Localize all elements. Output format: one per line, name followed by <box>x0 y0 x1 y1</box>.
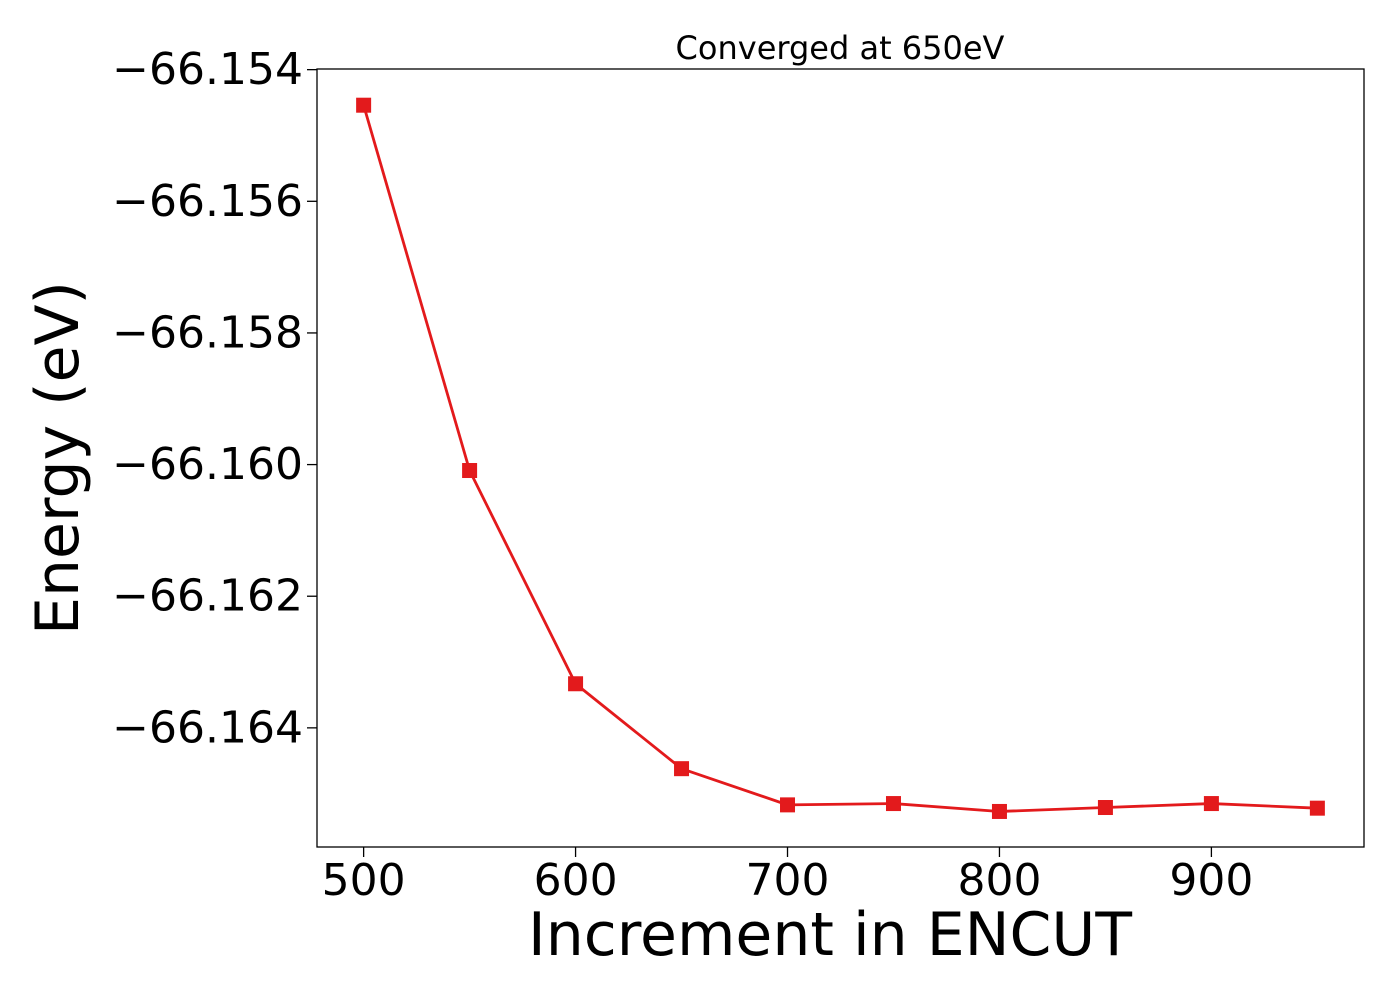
y-axis-label: Energy (eV) <box>23 281 93 635</box>
x-tick-label: 800 <box>957 855 1041 906</box>
series-line <box>362 104 1318 813</box>
y-tick-label: −66.158 <box>112 307 303 358</box>
y-tick-label: −66.154 <box>112 44 303 95</box>
y-tick-label: −66.162 <box>112 571 303 622</box>
x-tick-label: 700 <box>746 855 830 906</box>
data-point-marker <box>674 761 690 777</box>
data-point-marker <box>568 676 584 692</box>
y-tick-label: −66.156 <box>112 176 303 227</box>
data-point-marker <box>780 797 796 813</box>
data-point-marker <box>1309 800 1325 816</box>
data-point-marker <box>991 803 1007 819</box>
data-point-marker <box>462 463 478 479</box>
data-point-marker <box>885 796 901 812</box>
x-tick-label: 500 <box>322 855 406 906</box>
x-tick-label: 600 <box>534 855 618 906</box>
plot-area-frame <box>316 68 1365 848</box>
y-axis-ticks: −66.154 −66.156 −66.158 −66.160 −66.162 −66.1… <box>112 44 317 753</box>
data-point-marker <box>1097 800 1113 816</box>
x-tick-label: 900 <box>1169 855 1253 906</box>
data-point-marker <box>1203 796 1219 812</box>
chart-title: Converged at 650eV <box>676 29 1005 67</box>
y-tick-label: −66.160 <box>112 439 303 490</box>
x-axis-ticks: 500 600 700 800 900 <box>322 847 1253 906</box>
series-layer <box>356 97 1325 819</box>
y-tick-label: −66.164 <box>112 702 303 753</box>
data-point-marker <box>356 97 372 113</box>
x-axis-label: Increment in ENCUT <box>528 900 1132 970</box>
